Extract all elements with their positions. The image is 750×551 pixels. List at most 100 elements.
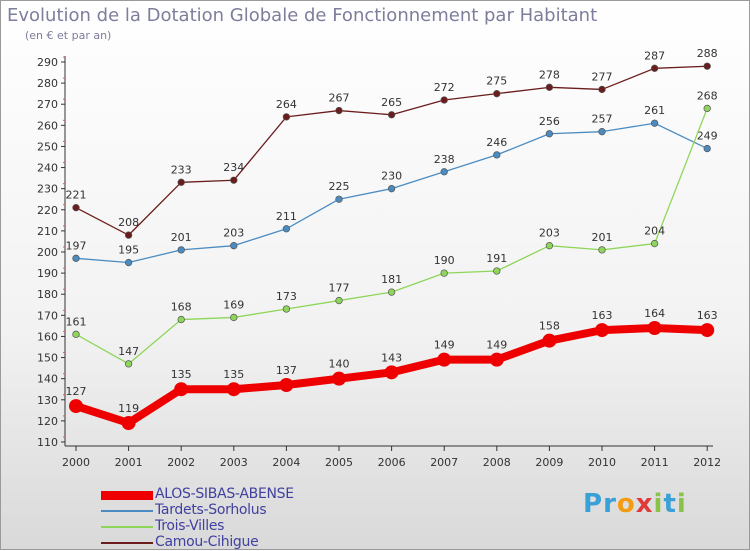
data-label: 278 (539, 68, 560, 81)
data-label: 201 (592, 231, 613, 244)
logo-letter: P (583, 489, 604, 519)
data-label: 147 (118, 345, 139, 358)
x-tick-label: 2012 (693, 456, 721, 469)
data-point (226, 382, 241, 397)
data-point (542, 333, 557, 348)
data-point (72, 254, 80, 262)
y-tick-label: 110 (37, 436, 58, 449)
chart-title: Evolution de la Dotation Globale de Fonc… (7, 5, 598, 26)
data-point (72, 330, 80, 338)
data-label: 127 (66, 385, 87, 398)
y-tick-label: 190 (37, 267, 58, 280)
legend-swatch (101, 491, 153, 500)
data-point (440, 269, 448, 277)
data-label: 203 (539, 227, 560, 240)
data-point (387, 111, 396, 119)
data-label: 230 (381, 170, 402, 183)
data-point (282, 225, 291, 233)
chart-subtitle: (en € et par an) (25, 29, 112, 42)
data-label: 225 (329, 180, 350, 193)
data-point (230, 313, 238, 322)
data-label: 257 (592, 113, 613, 126)
x-tick-label: 2000 (62, 456, 90, 469)
data-label: 256 (539, 115, 560, 128)
data-point (598, 246, 606, 254)
x-tick-label: 2009 (535, 456, 563, 469)
y-tick-label: 290 (37, 56, 58, 69)
y-tick-label: 130 (37, 394, 58, 407)
data-point (493, 151, 501, 159)
data-label: 135 (223, 368, 244, 381)
data-point (595, 323, 609, 338)
data-point (489, 352, 504, 367)
data-point (177, 315, 185, 324)
data-label: 275 (486, 75, 507, 88)
y-tick-label: 240 (37, 162, 58, 175)
data-point (121, 416, 136, 430)
legend-label: Tardets-Sorholus (155, 502, 267, 518)
data-label: 272 (434, 81, 455, 94)
legend-swatch (101, 510, 153, 512)
x-tick-label: 2005 (325, 456, 353, 469)
x-tick-label: 2003 (220, 456, 248, 469)
data-point (282, 305, 291, 313)
y-tick-label: 120 (37, 415, 58, 428)
data-label: 277 (592, 70, 613, 83)
x-tick-label: 2006 (378, 456, 406, 469)
y-tick-label: 260 (37, 119, 58, 132)
data-point (598, 128, 606, 136)
data-point (440, 168, 448, 176)
data-label: 233 (171, 163, 192, 176)
data-point (332, 371, 346, 386)
y-tick-label: 250 (37, 140, 58, 153)
data-point (69, 399, 83, 414)
data-label: 287 (644, 49, 665, 62)
data-label: 246 (486, 136, 507, 149)
data-point (598, 85, 606, 94)
data-label: 143 (381, 351, 402, 364)
logo-letter: x (635, 489, 654, 519)
data-point (647, 321, 662, 335)
data-label: 149 (434, 339, 455, 352)
data-point (437, 352, 452, 367)
data-point (124, 231, 133, 239)
series-line (75, 65, 708, 236)
y-tick-label: 210 (37, 225, 58, 238)
x-tick-label: 2011 (641, 456, 669, 469)
logo-letter: t (663, 489, 677, 519)
data-point (177, 178, 185, 186)
legend-label: ALOS-SIBAS-ABENSE (155, 486, 294, 502)
data-label: 208 (118, 216, 139, 229)
data-label: 201 (171, 231, 192, 244)
data-label: 204 (644, 225, 665, 238)
logo-letter: i (676, 489, 687, 519)
x-tick-label: 2008 (483, 456, 511, 469)
data-label: 267 (329, 92, 350, 105)
data-point (335, 106, 343, 115)
data-label: 168 (171, 301, 192, 314)
logo-letter: r (603, 489, 617, 519)
data-label: 265 (381, 96, 402, 109)
legend-swatch (101, 526, 153, 528)
y-tick-label: 170 (37, 309, 58, 322)
data-point (230, 242, 238, 250)
data-label: 163 (697, 309, 718, 322)
data-point (650, 64, 659, 72)
data-label: 181 (381, 273, 402, 286)
legend-label: Trois-Villes (155, 518, 225, 534)
y-tick-label: 270 (37, 98, 58, 111)
data-label: 169 (223, 298, 244, 311)
data-point (384, 365, 399, 380)
data-label: 238 (434, 153, 455, 166)
data-label: 211 (276, 210, 297, 223)
data-point (174, 382, 189, 397)
x-tick-label: 2002 (167, 456, 195, 469)
data-label: 264 (276, 98, 297, 111)
y-tick-label: 280 (37, 77, 58, 90)
y-tick-label: 180 (37, 288, 58, 301)
data-point (700, 323, 715, 338)
y-tick-label: 200 (37, 246, 58, 259)
data-point (545, 130, 554, 138)
